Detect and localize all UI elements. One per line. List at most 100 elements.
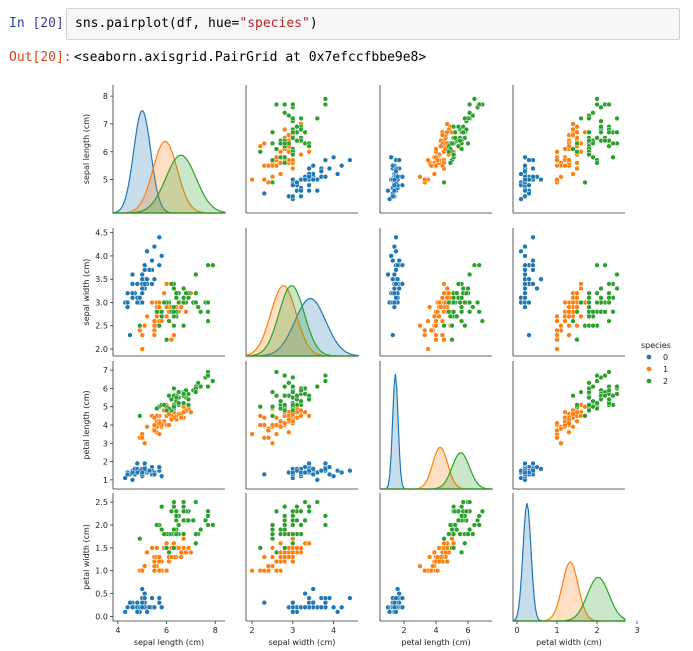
scatter-point-species-2 [466,110,473,116]
scatter-point-species-2 [205,262,211,268]
scatter-point-species-2 [594,372,600,379]
scatter-point-species-2 [460,285,466,292]
scatter-point-species-0 [149,595,155,601]
scatter-point-species-2 [185,402,192,408]
scatter-point-species-1 [425,157,431,163]
scatter-point-species-2 [210,522,216,528]
scatter-point-species-2 [574,149,580,155]
scatter-point-species-1 [142,563,148,569]
scatter-point-species-0 [399,262,406,268]
scatter-point-species-0 [393,295,399,301]
scatter-point-species-2 [476,513,482,519]
scatter-point-species-2 [193,290,199,296]
y-axis-label: petal width (cm) [82,524,91,590]
scatter-point-species-2 [586,138,592,144]
scatter-point-species-2 [474,517,481,524]
scatter-point-species-0 [142,267,148,273]
scatter-point-species-0 [326,165,333,172]
scatter-point-species-1 [439,295,446,301]
scatter-point-species-1 [566,429,572,435]
scatter-point-species-2 [198,383,204,390]
scatter-point-species-2 [471,522,478,528]
scatter-point-species-0 [290,609,296,615]
scatter-point-species-1 [149,299,155,306]
scatter-point-species-2 [578,299,584,306]
scatter-point-species-2 [455,143,462,149]
scatter-point-species-0 [522,271,528,278]
scatter-point-species-0 [127,600,133,606]
scatter-point-species-2 [302,391,308,397]
scatter-point-species-2 [290,402,296,408]
scatter-point-species-0 [530,234,536,240]
scatter-point-species-1 [282,554,288,560]
scatter-point-species-2 [586,407,592,414]
scatter-point-species-2 [449,526,455,533]
scatter-point-species-1 [261,140,267,147]
scatter-point-species-0 [137,295,143,301]
scatter-point-species-1 [161,290,167,296]
scatter-point-species-2 [574,140,580,147]
scatter-point-species-1 [166,558,172,565]
scatter-point-species-2 [474,299,481,306]
scatter-point-species-0 [390,193,396,199]
output-prompt: Out[20]: [9,50,72,65]
code-line[interactable]: sns.pairplot(df, hue="species") [75,16,318,31]
scatter-point-species-2 [594,160,600,166]
scatter-point-species-1 [156,568,162,574]
scatter-point-species-2 [470,531,476,537]
y-tick-label: 1.5 [95,544,108,553]
scatter-point-species-2 [193,499,199,505]
y-tick-label: 6 [103,384,108,393]
scatter-point-species-1 [562,318,568,324]
scatter-point-species-2 [168,281,175,287]
scatter-point-species-2 [298,522,304,528]
scatter-point-species-2 [269,157,276,163]
scatter-point-species-2 [273,146,280,152]
scatter-point-species-0 [522,290,528,296]
scatter-point-species-0 [318,604,324,610]
scatter-point-species-2 [452,135,458,141]
scatter-point-species-2 [449,140,455,147]
scatter-point-species-0 [129,604,136,610]
scatter-point-species-1 [261,554,267,560]
scatter-point-species-0 [330,604,337,610]
scatter-point-species-0 [142,466,148,472]
code-input-cell[interactable]: sns.pairplot(df, hue="species") [66,8,680,40]
scatter-point-species-1 [306,540,312,546]
scatter-point-species-1 [142,440,148,446]
scatter-point-species-2 [269,404,276,410]
scatter-point-species-2 [606,369,612,375]
scatter-point-species-2 [462,540,468,546]
scatter-point-species-1 [428,568,434,574]
scatter-point-species-2 [574,402,580,408]
scatter-point-species-1 [438,304,444,310]
scatter-point-species-0 [522,154,528,160]
scatter-point-species-1 [139,435,145,441]
scatter-point-species-2 [171,313,177,320]
scatter-point-species-2 [171,499,177,505]
scatter-point-species-2 [590,110,596,116]
scatter-point-species-0 [151,471,158,478]
scatter-point-species-1 [449,536,455,542]
scatter-point-species-1 [431,549,438,556]
scatter-point-species-0 [142,595,148,601]
scatter-point-species-0 [347,468,353,474]
scatter-point-species-2 [450,545,457,551]
scatter-point-species-2 [273,508,280,514]
scatter-point-species-2 [168,508,175,514]
scatter-point-species-0 [322,157,329,163]
scatter-point-species-0 [129,281,136,287]
scatter-point-species-2 [282,110,288,116]
scatter-point-species-1 [151,318,158,324]
scatter-point-species-2 [457,138,463,144]
scatter-point-species-2 [173,508,179,514]
scatter-point-species-0 [522,304,528,310]
scatter-point-species-2 [574,337,580,343]
scatter-point-species-1 [434,157,441,163]
scatter-point-species-1 [154,545,160,551]
scatter-point-species-2 [193,531,199,537]
scatter-point-species-2 [282,101,288,108]
scatter-point-species-0 [318,168,324,174]
scatter-point-species-2 [205,309,211,315]
scatter-point-species-2 [269,526,276,533]
